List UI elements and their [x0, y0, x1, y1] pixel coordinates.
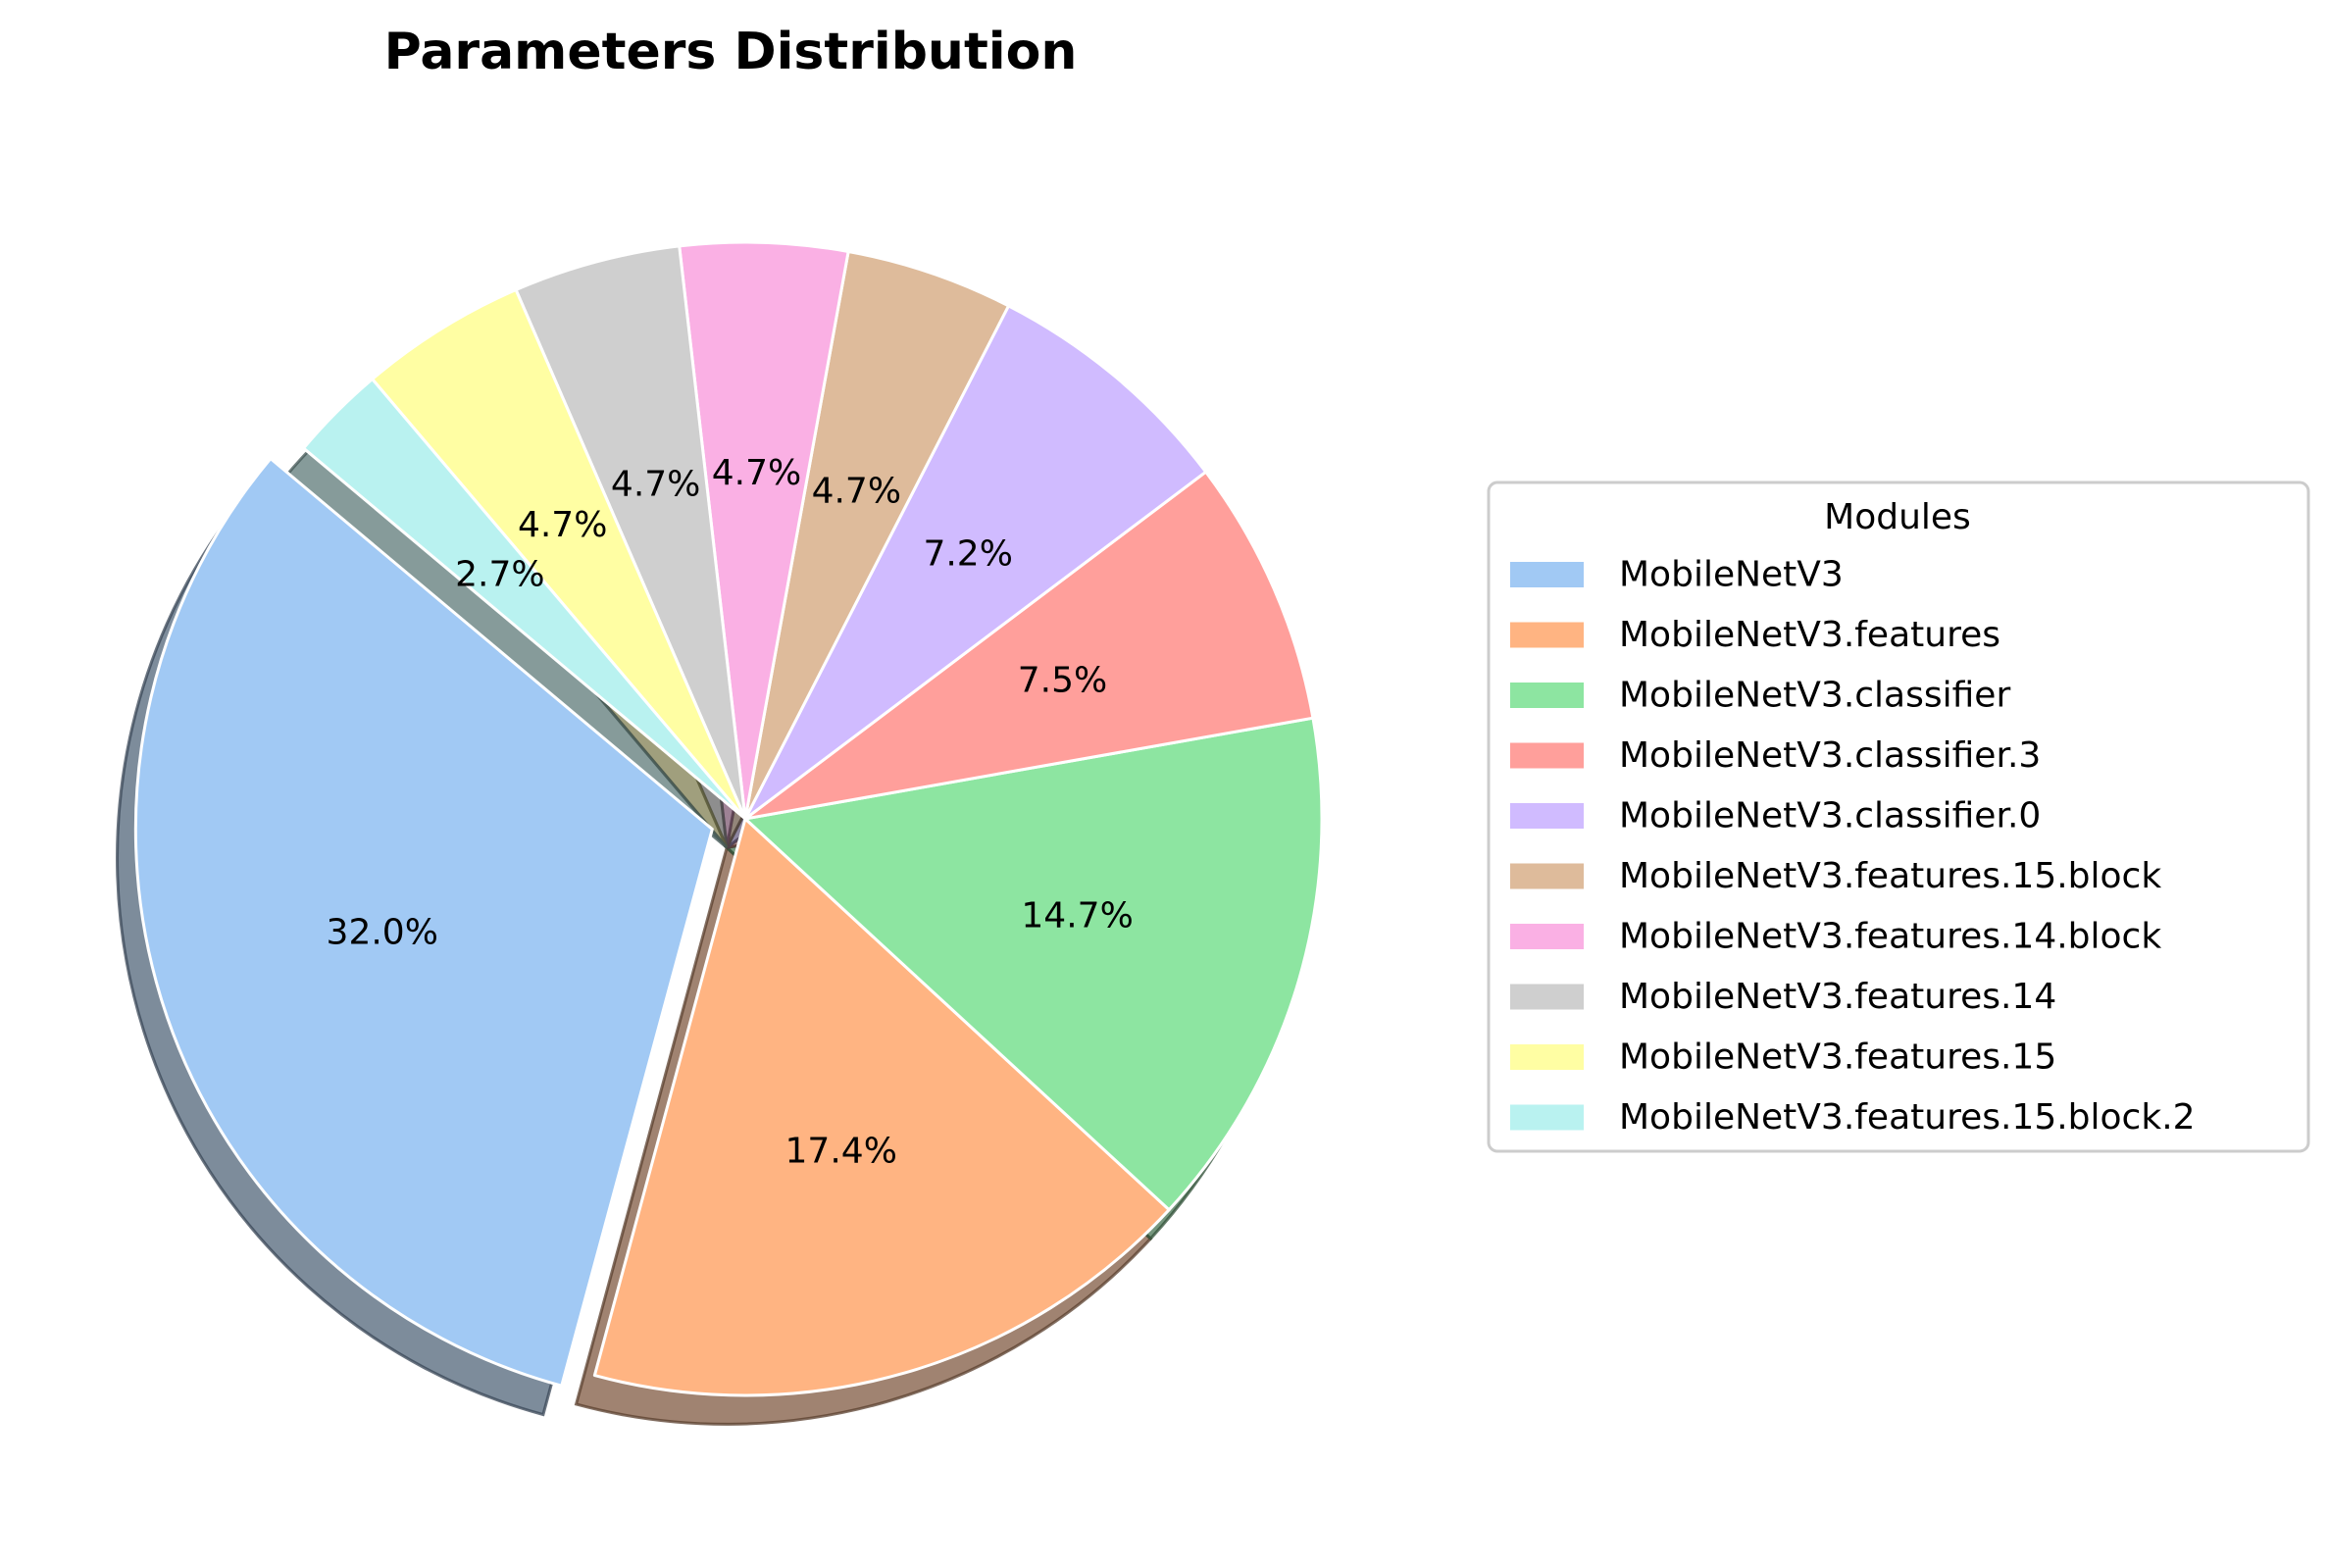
percent-label-mobilenetv3-classifier-3: 7.5%	[1018, 661, 1107, 701]
legend-swatch-mobilenetv3-classifier	[1510, 683, 1584, 708]
percent-label-mobilenetv3-features-15-block-2: 2.7%	[455, 555, 544, 595]
legend-frame	[1487, 481, 2310, 1153]
legend-label-mobilenetv3: MobileNetV3	[1619, 555, 1844, 595]
pie-percent-labels: 32.0%17.4%14.7%7.5%7.2%4.7%4.7%4.7%4.7%2…	[327, 453, 1134, 1172]
percent-label-mobilenetv3: 32.0%	[327, 913, 438, 953]
legend-entries: MobileNetV3 MobileNetV3.features MobileNet…	[1510, 555, 2196, 1138]
legend-entry-mobilenetv3-classifier: MobileNetV3.classifier	[1510, 676, 2010, 716]
legend-entry-mobilenetv3-features-14-block: MobileNetV3.features.14.block	[1510, 917, 2161, 957]
pie-slice-mobilenetv3-classifier-3	[743, 470, 1315, 821]
legend-swatch-mobilenetv3-features-14-block	[1510, 924, 1584, 949]
legend-label-mobilenetv3-classifier-3: MobileNetV3.classifier.3	[1619, 735, 2041, 776]
percent-label-mobilenetv3-features: 17.4%	[785, 1131, 897, 1171]
percent-label-mobilenetv3-features-14: 4.7%	[611, 465, 700, 505]
legend-entry-mobilenetv3-features-15: MobileNetV3.features.15	[1510, 1037, 2056, 1078]
legend-label-mobilenetv3-classifier: MobileNetV3.classifier	[1619, 676, 2010, 716]
pie-slice-mobilenetv3-features-15	[371, 288, 747, 821]
legend-swatch-mobilenetv3-classifier-0	[1510, 803, 1584, 829]
legend-entry-mobilenetv3-classifier-0: MobileNetV3.classifier.0	[1510, 796, 2041, 836]
pie-slice-mobilenetv3	[133, 457, 714, 1388]
legend-entry-mobilenetv3: MobileNetV3	[1510, 555, 1844, 595]
legend-entry-mobilenetv3-features-14: MobileNetV3.features.14	[1510, 977, 2056, 1017]
legend-label-mobilenetv3-features: MobileNetV3.features	[1619, 615, 2000, 655]
legend-swatch-mobilenetv3	[1510, 562, 1584, 587]
pie-slice-mobilenetv3-features-15-block	[743, 249, 1010, 821]
legend-label-mobilenetv3-features-14-block: MobileNetV3.features.14.block	[1619, 917, 2161, 957]
percent-label-mobilenetv3-classifier-0: 7.2%	[923, 534, 1012, 575]
legend-label-mobilenetv3-features-15: MobileNetV3.features.15	[1619, 1037, 2056, 1078]
legend-title: Modules	[1824, 497, 1971, 537]
legend-label-mobilenetv3-features-15-block: MobileNetV3.features.15.block	[1619, 856, 2161, 896]
pie-slice-mobilenetv3-features	[592, 817, 1171, 1397]
pie-slices	[133, 240, 1324, 1397]
percent-label-mobilenetv3-features-15-block: 4.7%	[812, 471, 901, 511]
legend: Modules MobileNetV3MobileNetV3.featuresM…	[1487, 481, 2310, 1153]
legend-swatch-mobilenetv3-features-14	[1510, 984, 1584, 1010]
legend-swatch-mobilenetv3-classifier-3	[1510, 742, 1584, 769]
pie-slice-mobilenetv3-classifier	[743, 716, 1324, 1212]
legend-label-mobilenetv3-features-15-block-2: MobileNetV3.features.15.block.2	[1619, 1097, 2196, 1138]
legend-swatch-mobilenetv3-features	[1510, 622, 1584, 648]
pie-slice-mobilenetv3-features-14	[514, 244, 747, 821]
legend-entry-mobilenetv3-classifier-3: MobileNetV3.classifier.3	[1510, 735, 2041, 776]
legend-entry-mobilenetv3-features-15-block: MobileNetV3.features.15.block	[1510, 856, 2161, 896]
legend-label-mobilenetv3-classifier-0: MobileNetV3.classifier.0	[1619, 796, 2041, 836]
legend-swatch-mobilenetv3-features-15-block	[1510, 863, 1584, 889]
percent-label-mobilenetv3-features-14-block: 4.7%	[712, 453, 801, 493]
legend-swatch-mobilenetv3-features-15	[1510, 1044, 1584, 1070]
chart-title: Parameters Distribution	[384, 23, 1078, 81]
percent-label-mobilenetv3-classifier: 14.7%	[1021, 896, 1133, 936]
pie-slice-mobilenetv3-features-14-block	[678, 240, 850, 821]
legend-swatch-mobilenetv3-features-15-block-2	[1510, 1104, 1584, 1131]
pie-slice-mobilenetv3-features-15-block-2	[302, 378, 747, 821]
pie-slice-mobilenetv3-classifier-0	[743, 304, 1208, 821]
legend-entry-mobilenetv3-features-15-block-2: MobileNetV3.features.15.block.2	[1510, 1097, 2196, 1138]
percent-label-mobilenetv3-features-15: 4.7%	[518, 505, 607, 545]
legend-label-mobilenetv3-features-14: MobileNetV3.features.14	[1619, 977, 2056, 1017]
legend-entry-mobilenetv3-features: MobileNetV3.features	[1510, 615, 2000, 655]
